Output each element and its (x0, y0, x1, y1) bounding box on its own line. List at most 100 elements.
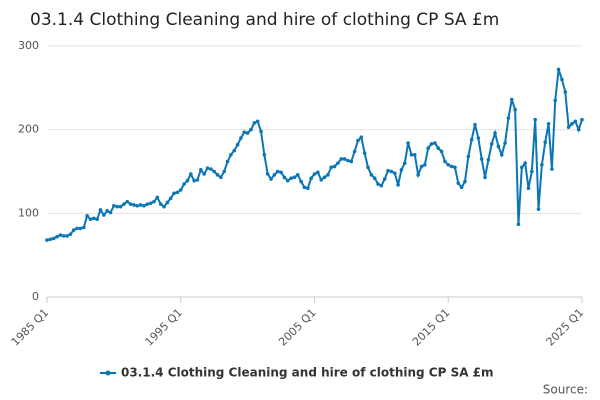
data-point (242, 130, 247, 134)
x-tick-label: 2025 Q1 (544, 306, 587, 349)
data-point (352, 149, 357, 154)
data-point (516, 222, 521, 227)
data-point (152, 199, 156, 204)
data-point (199, 168, 203, 172)
data-point (279, 170, 283, 175)
data-point (265, 172, 270, 176)
data-point (362, 151, 367, 155)
data-point (406, 141, 410, 145)
data-point (459, 185, 464, 190)
data-point (563, 90, 568, 94)
data-point (389, 169, 394, 174)
data-point (245, 131, 250, 135)
data-point (446, 163, 451, 167)
data-point (449, 164, 454, 169)
data-point (255, 119, 260, 124)
data-point (185, 178, 190, 183)
data-point (175, 190, 180, 195)
data-point (259, 129, 263, 134)
data-point (316, 170, 320, 175)
data-point (125, 199, 130, 204)
source: Source: (543, 383, 588, 397)
data-point (155, 195, 160, 200)
data-point (546, 122, 551, 126)
data-point (536, 207, 541, 211)
data-point (493, 131, 497, 135)
data-point (332, 164, 337, 169)
data-point (426, 146, 430, 150)
data-point (58, 233, 63, 237)
data-point (142, 204, 146, 208)
data-point (98, 208, 103, 212)
data-point (138, 203, 143, 207)
data-point (413, 152, 417, 157)
data-point (75, 226, 79, 231)
data-point (322, 175, 327, 180)
data-point (289, 176, 293, 180)
data-point (369, 173, 374, 177)
data-point (386, 168, 390, 173)
data-point (513, 107, 517, 112)
data-point (205, 166, 210, 170)
data-point (225, 159, 230, 164)
data-point (530, 169, 534, 174)
data-point (356, 138, 360, 143)
data-point (580, 117, 584, 122)
data-point (376, 182, 380, 186)
data-point (573, 119, 578, 124)
x-tick-label: 2005 Q1 (276, 306, 319, 349)
data-point (252, 121, 257, 125)
y-tick-label: 100 (18, 206, 39, 219)
data-point (55, 234, 59, 239)
data-point (95, 217, 99, 221)
chart-title: 03.1.4 Clothing Cleaning and hire of clo… (30, 10, 499, 30)
data-point (235, 142, 240, 147)
data-point (566, 125, 571, 129)
data-point (533, 117, 537, 122)
data-point (523, 161, 527, 165)
data-point (229, 152, 233, 157)
data-point (402, 161, 407, 165)
data-point (342, 157, 347, 161)
data-point (489, 142, 494, 146)
data-point (423, 163, 427, 167)
data-point (192, 178, 196, 183)
data-point (222, 169, 227, 174)
data-point (476, 136, 481, 140)
data-point (212, 169, 216, 174)
data-point (115, 204, 120, 209)
data-point (85, 214, 89, 218)
data-point (188, 172, 193, 176)
data-point (122, 202, 126, 206)
x-tick-label: 1985 Q1 (9, 306, 52, 349)
data-point (168, 196, 173, 201)
data-point (145, 202, 150, 206)
data-point (295, 173, 300, 177)
data-point (272, 173, 277, 177)
data-point (45, 238, 49, 242)
data-point (479, 157, 484, 161)
data-point (540, 163, 544, 167)
data-point (285, 178, 290, 183)
data-point (112, 204, 116, 208)
data-point (509, 97, 514, 102)
legend-label: 03.1.4 Clothing Cleaning and hire of clo… (121, 366, 494, 380)
data-point (319, 178, 323, 182)
data-point (105, 209, 109, 213)
data-point (466, 154, 471, 159)
data-point (456, 181, 461, 186)
data-point (148, 201, 153, 206)
data-point (306, 186, 310, 191)
data-point (433, 141, 437, 145)
data-point (209, 167, 213, 171)
data-point (118, 204, 123, 209)
data-point (309, 176, 313, 180)
data-point (182, 182, 186, 186)
data-point (92, 216, 96, 221)
data-point (396, 183, 400, 187)
data-point (392, 171, 397, 175)
y-tick-label: 0 (32, 290, 39, 303)
data-point (469, 137, 474, 142)
